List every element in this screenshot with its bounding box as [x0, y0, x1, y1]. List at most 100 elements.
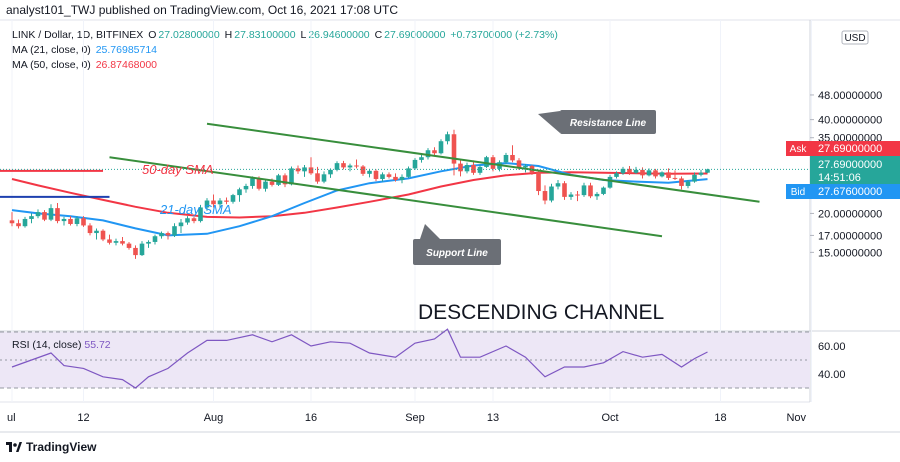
candle-body — [302, 167, 307, 172]
publisher-header: analyst101_TWJ published on TradingView.… — [0, 0, 900, 20]
candle-body — [425, 150, 431, 158]
price-axis[interactable]: 48.0000000040.0000000035.0000000031.0000… — [0, 30, 900, 381]
candle-body — [139, 243, 145, 256]
candle-body — [438, 141, 444, 154]
symbol-label[interactable]: LINK / Dollar, 1D, BITFINEX — [12, 29, 144, 41]
rsi-legend: RSI (14, close) 55.72 — [12, 339, 111, 351]
candle-body — [269, 181, 275, 185]
resistance-line — [206, 122, 760, 203]
ma50-value: 26.87468000 — [95, 59, 158, 71]
candle-body — [347, 165, 353, 168]
candle-body — [334, 163, 340, 170]
candle-body — [35, 212, 41, 217]
candle-body — [399, 176, 405, 181]
candle-body — [55, 208, 60, 222]
candle-body — [152, 236, 158, 242]
time-axis[interactable]: ul 12 Aug 16 Sep 13 Oct 18 Nov — [7, 412, 806, 424]
ma50-row[interactable]: MA (50, close, 0) 26.87468000 — [12, 58, 560, 73]
annotations: 50-day SMA 21-day SMA Resistance Line Suppo… — [142, 110, 664, 324]
candle-body — [126, 243, 132, 248]
candle-body — [61, 218, 67, 222]
candle-body — [282, 175, 288, 185]
candle-body — [250, 178, 255, 186]
candle-body — [328, 169, 333, 175]
candle-body — [230, 195, 236, 202]
candle-body — [627, 168, 632, 173]
candle-body — [81, 218, 86, 226]
time-tick-label: Nov — [786, 412, 806, 424]
support-callout-pointer — [420, 224, 440, 239]
ma50-line — [11, 171, 708, 219]
candle-body — [594, 193, 600, 197]
candle-body — [672, 177, 678, 179]
candle-body — [536, 172, 541, 192]
price-tick-label: 48.00000000 — [818, 90, 882, 102]
rsi-label[interactable]: RSI (14, close) — [12, 339, 82, 351]
candle-body — [380, 174, 385, 179]
candle-body — [581, 185, 587, 196]
candle-body — [659, 172, 665, 177]
publisher-line: analyst101_TWJ published on TradingView.… — [6, 3, 398, 17]
rsi-axis-label: 60.00 — [818, 341, 846, 353]
price-tick-label: 40.00000000 — [818, 115, 882, 127]
candle-body — [360, 166, 366, 174]
brand-name: TradingView — [26, 440, 97, 454]
rsi-axis-label: 40.00 — [818, 369, 846, 381]
candle-body — [464, 165, 470, 172]
candle-body — [705, 169, 710, 173]
currency-label: USD — [844, 33, 865, 44]
time-tick-label: Sep — [405, 412, 425, 424]
candle-body — [237, 189, 242, 196]
candle-body — [614, 173, 619, 177]
low-value: 26.94600000 — [308, 29, 370, 41]
time-tick-label: Aug — [204, 412, 224, 424]
candle-body — [419, 157, 424, 160]
bar-countdown: 14:51:06 — [818, 172, 861, 184]
candle-body — [308, 167, 314, 174]
candle-body — [185, 218, 190, 223]
price-tick-label: 15.00000000 — [818, 247, 882, 259]
candle-body — [367, 170, 372, 174]
candle-body — [562, 183, 567, 197]
symbol-row: LINK / Dollar, 1D, BITFINEX O 27.02800000… — [12, 28, 560, 43]
candle-body — [698, 172, 704, 175]
candle-body — [243, 185, 249, 190]
candle-body — [204, 200, 210, 208]
candle-body — [542, 191, 548, 201]
time-tick-label: 16 — [305, 412, 317, 424]
ask-badge — [786, 141, 810, 156]
candle-body — [315, 173, 320, 182]
candle-body — [679, 178, 684, 186]
support-line — [109, 156, 663, 238]
tradingview-brand[interactable]: TradingView — [6, 440, 96, 454]
candle-body — [133, 247, 138, 256]
candle-body — [386, 174, 392, 177]
ma21-row[interactable]: MA (21, close, 0) 25.76985714 — [12, 43, 560, 58]
high-value: 27.83100000 — [234, 29, 296, 41]
chart-legend: LINK / Dollar, 1D, BITFINEX O 27.02800000… — [12, 28, 560, 73]
candle-body — [373, 170, 379, 179]
candle-body — [22, 218, 28, 227]
candle-body — [16, 223, 21, 227]
candle-body — [198, 207, 203, 222]
candle-body — [354, 165, 359, 167]
candle-body — [9, 220, 15, 224]
candle-body — [107, 239, 112, 243]
candle-body — [549, 186, 554, 201]
resistance-callout-pointer — [538, 111, 560, 133]
candle-body — [685, 181, 691, 186]
candle-body — [523, 165, 528, 168]
open-value: 27.02800000 — [158, 29, 220, 41]
channel-title: DESCENDING CHANNEL — [418, 301, 664, 324]
tradingview-logo-icon — [6, 442, 22, 452]
candle-body — [692, 174, 697, 182]
candle-body — [276, 175, 281, 185]
candle-body — [490, 157, 496, 169]
candle-body — [289, 168, 294, 185]
candle-body — [620, 168, 626, 174]
candle-body — [451, 134, 457, 164]
rsi-line — [11, 328, 708, 389]
candle-body — [120, 241, 125, 244]
candle-body — [510, 154, 515, 161]
